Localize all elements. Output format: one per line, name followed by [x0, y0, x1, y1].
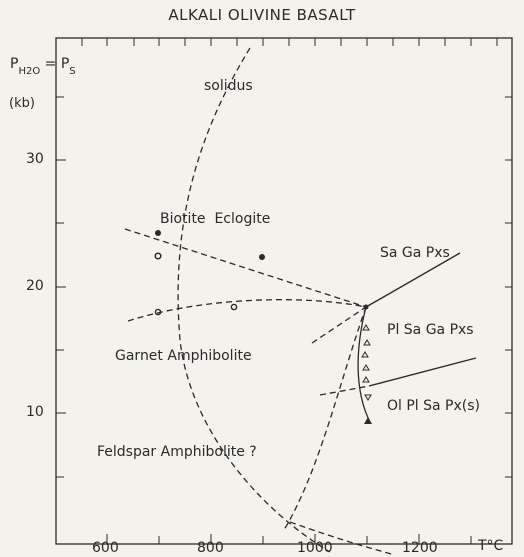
top-ticks	[81, 38, 498, 46]
y-axis-h2o: H2O	[18, 66, 41, 77]
triangle-point-2	[363, 339, 371, 346]
right-ticks	[505, 96, 512, 478]
y-axis-eq: = P	[40, 56, 70, 72]
y-axis-p: P	[10, 56, 19, 72]
diagram-title: ALKALI OLIVINE BASALT	[168, 6, 356, 24]
x-tick-800: 800	[197, 540, 224, 556]
garnet-amphibolite-boundary	[127, 299, 367, 322]
x-tick-600: 600	[92, 540, 119, 556]
sa-ga-pxs-line	[365, 252, 461, 308]
label-sa-ga-pxs: Sa Ga Pxs	[380, 245, 450, 261]
label-feldspar-amphibolite: Feldspar Amphibolite ?	[97, 444, 257, 460]
eclogite-boundary	[124, 228, 367, 308]
y-tick-20: 20	[26, 278, 44, 294]
triangle-point-3	[361, 351, 369, 358]
triangle-point-6	[364, 394, 372, 401]
triangle-point-1	[362, 324, 370, 331]
plot-frame	[55, 37, 513, 545]
ol-pl-line	[368, 357, 477, 387]
plagioclase-in-boundary	[311, 306, 367, 344]
y-axis-label: PH2O = PS	[10, 56, 76, 77]
y-axis-unit: (kb)	[9, 96, 35, 111]
label-solidus: solidus	[204, 78, 253, 94]
label-ol-pl-sa-px: Ol Pl Sa Px(s)	[387, 398, 481, 414]
triangle-point-4	[362, 364, 370, 371]
label-biotite-eclogite: Biotite Eclogite	[160, 211, 271, 227]
label-pl-sa-ga-pxs: Pl Sa Ga Pxs	[387, 322, 474, 338]
point-garnet-amphibolite-2	[230, 303, 238, 311]
feldspar-amphibolite-boundary	[283, 306, 367, 531]
point-biotite-eclogite-1	[155, 230, 161, 236]
triangle-point-5	[362, 376, 370, 383]
label-garnet-amphibolite: Garnet Amphibolite	[115, 348, 252, 364]
ol-pl-dashed-extension	[319, 385, 370, 396]
y-tick-10: 10	[26, 404, 44, 420]
y-tick-30: 30	[26, 151, 44, 167]
x-tick-1000: 1000	[297, 540, 333, 556]
y-axis-s: S	[69, 66, 76, 77]
triangle-curve	[357, 306, 370, 421]
left-ticks	[56, 96, 66, 478]
x-tick-1200: 1200	[402, 540, 438, 556]
x-axis-unit: T°C	[478, 538, 504, 554]
triangle-point-filled	[364, 417, 372, 424]
point-garnet-amphibolite-1	[154, 308, 162, 316]
point-invariant	[363, 304, 369, 310]
point-eclogite	[259, 254, 265, 260]
bottom-ticks	[106, 534, 472, 544]
point-biotite-eclogite-2	[154, 252, 162, 260]
solidus-curve	[177, 47, 331, 553]
low-pressure-boundary	[289, 521, 396, 556]
